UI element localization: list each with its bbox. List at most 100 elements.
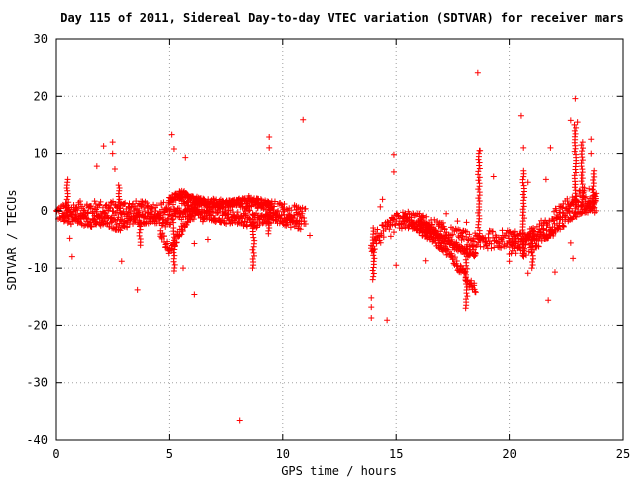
data-point [560,223,567,230]
spike-point [136,229,143,236]
data-point [553,215,560,222]
spike-point [590,201,597,208]
spike-point [116,204,123,211]
data-point [489,228,496,235]
data-point [586,185,593,192]
data-point [302,206,309,213]
spike-point [476,212,483,219]
spike-point [529,252,536,259]
data-point [551,220,558,227]
data-point [149,205,156,212]
data-point [404,214,411,221]
spike-point [571,172,578,179]
data-point [390,229,397,236]
data-point [422,229,429,236]
data-point [562,205,569,212]
data-point [117,217,124,224]
spike-point [116,196,123,203]
data-point [179,227,186,234]
spike-point [476,200,483,207]
spike-point [115,190,122,197]
data-point [91,198,98,205]
data-point [189,211,196,218]
data-point [578,210,585,217]
spike-point [578,142,585,149]
spike-point [63,196,70,203]
data-point [380,234,387,241]
data-point [271,198,278,205]
y-tick-label: 20 [34,89,48,103]
spike-point [369,276,376,283]
data-point [61,217,68,224]
data-point [392,222,399,229]
data-point [168,216,175,223]
data-point [448,238,455,245]
x-tick-label: 5 [166,447,173,461]
spike-point [475,218,482,225]
outlier-point [191,240,198,247]
data-point [573,213,580,220]
data-point [471,282,478,289]
data-point [88,203,95,210]
data-point [121,223,128,230]
y-tick-label: 30 [34,32,48,46]
spike-point [520,167,527,174]
spike-point [590,189,597,196]
spike-point [519,206,526,213]
data-point [138,202,145,209]
spike-point [579,145,586,152]
data-point [72,211,79,218]
plot-frame [55,38,624,441]
data-point [512,250,519,257]
spike-point [579,139,586,146]
outlier-point [520,144,527,151]
outlier-point [567,239,574,246]
spike-point [571,148,578,155]
data-point [281,200,288,207]
data-point [395,212,402,219]
data-point [104,214,111,221]
data-point [576,187,583,194]
spike-point [571,184,578,191]
spike-point [521,215,528,222]
spike-point [370,273,377,280]
outlier-point [266,144,273,151]
data-point [536,221,543,228]
data-point [298,220,305,227]
spike-point [528,243,535,250]
spike-point [251,237,258,244]
data-point [533,236,540,243]
data-point [550,232,557,239]
spike-point [170,225,177,232]
data-point [122,199,129,206]
data-point [452,225,459,232]
outlier-point [204,236,211,243]
data-point [164,240,171,247]
spike-point [462,268,469,275]
data-point [128,204,135,211]
spike-point [579,175,586,182]
data-point [493,238,500,245]
data-point [398,225,405,232]
outlier-point [245,192,252,199]
data-point [278,201,285,208]
outlier-point [109,150,116,157]
spike-point [64,176,71,183]
spike-point [520,229,527,236]
outlier-point [490,173,497,180]
data-point [199,209,206,216]
outlier-point [422,257,429,264]
spike-point [520,182,527,189]
data-point [160,232,167,239]
spike-point [171,261,178,268]
spike-point [572,199,579,206]
data-point [374,226,381,233]
data-point [148,211,155,218]
spike-point [462,296,469,303]
spike-point [249,225,256,232]
spike-point [589,198,596,205]
x-tick-label: 25 [616,447,630,461]
spike-point [528,237,535,244]
data-point [243,221,250,228]
